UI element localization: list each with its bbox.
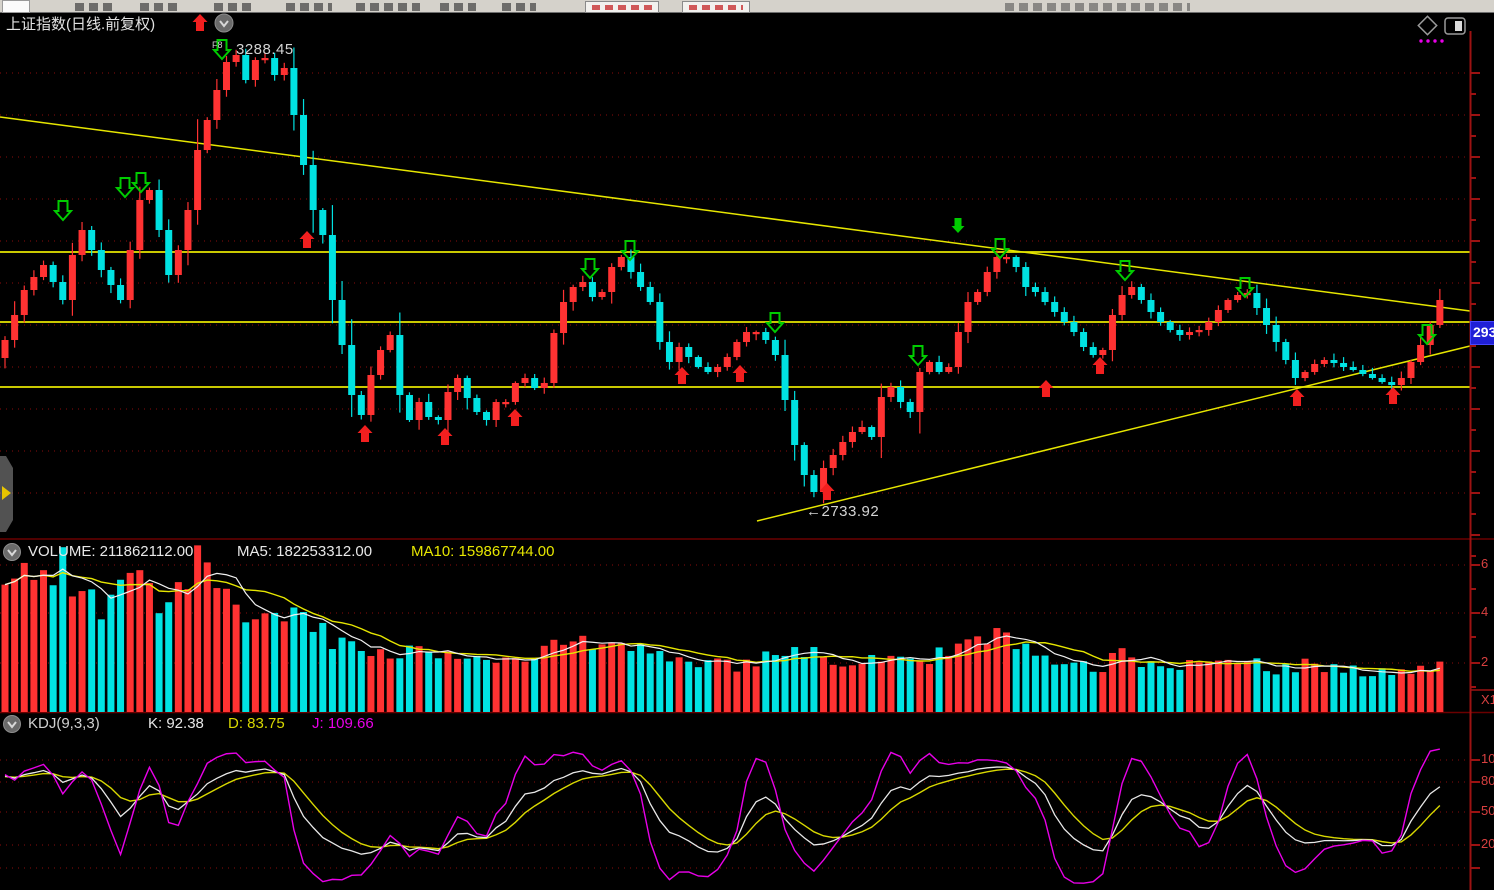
panel-toggle-fill	[1455, 21, 1462, 31]
buy-arrow-marker	[507, 409, 523, 426]
kdj-axis-label: 80	[1481, 773, 1494, 788]
volume-collapse-icon[interactable]	[2, 543, 22, 561]
kdj-name: KDJ(9,3,3)	[28, 715, 100, 732]
sell-arrow-marker	[114, 177, 136, 199]
clipped-menu-item[interactable]	[286, 3, 332, 11]
sell-arrow-marker	[619, 240, 641, 262]
chart-title: 上证指数(日线.前复权)	[6, 16, 156, 33]
buy-arrow-marker	[1092, 357, 1108, 374]
clipped-menu-bar	[0, 0, 1494, 13]
sidebar-slide-handle[interactable]	[0, 456, 13, 532]
volume-value: VOLUME: 211862112.00	[28, 543, 194, 560]
clipped-menu-item[interactable]	[140, 3, 178, 11]
kdj-axis-label: 100	[1481, 751, 1494, 766]
high-annotation: 3288.45	[236, 41, 294, 58]
volume-ma5: MA5: 182253312.00	[237, 543, 373, 560]
diamond-icon[interactable]	[1417, 15, 1438, 36]
sell-arrow-marker	[130, 172, 152, 194]
buy-arrow-marker	[299, 231, 315, 248]
low-annotation: ←2733.92	[806, 503, 880, 520]
clipped-menu-item[interactable]	[214, 3, 252, 11]
volume-ma10: MA10: 159867744.00	[411, 543, 555, 560]
buy-arrow-marker	[819, 483, 835, 500]
title-icons	[192, 13, 234, 33]
kdj-d-value: D: 83.75	[228, 715, 285, 732]
clipped-menu-button[interactable]	[585, 1, 659, 13]
buy-arrow-marker	[732, 365, 748, 382]
sell-arrow-marker	[1114, 260, 1136, 282]
clipped-menu-item[interactable]	[440, 3, 476, 11]
high-marker-text: F8	[212, 40, 223, 50]
kdj-axis-label: 20	[1481, 836, 1494, 851]
current-price-tag: 293	[1470, 321, 1494, 345]
sell-arrow-marker	[52, 200, 74, 222]
sell-arrow-marker	[989, 238, 1011, 260]
buy-arrow-marker	[1385, 387, 1401, 404]
sell-arrow-marker	[1416, 324, 1438, 346]
sell-arrow-marker	[764, 312, 786, 334]
clipped-menu-item[interactable]	[356, 3, 420, 11]
corner-icons	[1417, 15, 1466, 43]
up-arrow-icon	[192, 14, 208, 31]
sell-arrow-marker	[211, 39, 233, 61]
clipped-menu-item[interactable]	[75, 3, 113, 11]
volume-axis-label: 6	[1481, 556, 1489, 571]
buy-arrow-marker	[1289, 389, 1305, 406]
buy-arrow-marker	[357, 425, 373, 442]
clipped-menu-text	[1005, 3, 1190, 11]
clipped-menu-button[interactable]	[682, 1, 750, 13]
sell-arrow-marker	[579, 258, 601, 280]
sell-arrow-marker	[907, 345, 929, 367]
volume-axis-label: 2	[1481, 654, 1489, 669]
clipped-menu-item[interactable]	[502, 3, 536, 11]
collapse-circle-icon[interactable]	[214, 13, 234, 33]
kdj-collapse-icon[interactable]	[2, 715, 22, 733]
sell-arrow-marker	[1234, 277, 1256, 299]
menu-logo-box[interactable]	[2, 0, 30, 13]
buy-arrow-marker	[1038, 380, 1054, 397]
sell-arrow-solid-marker	[951, 218, 965, 233]
volume-axis-label: 4	[1481, 604, 1489, 619]
kdj-j-value: J: 109.66	[312, 715, 374, 732]
buy-arrow-marker	[437, 428, 453, 445]
volume-unit-label: X1	[1481, 692, 1494, 707]
magenta-dots	[1419, 39, 1444, 43]
panel-toggle-icon[interactable]	[1444, 17, 1466, 35]
kdj-k-value: K: 92.38	[148, 715, 204, 732]
kdj-axis-label: 50	[1481, 803, 1494, 818]
buy-arrow-marker	[674, 367, 690, 384]
expand-arrow-icon	[2, 486, 11, 500]
